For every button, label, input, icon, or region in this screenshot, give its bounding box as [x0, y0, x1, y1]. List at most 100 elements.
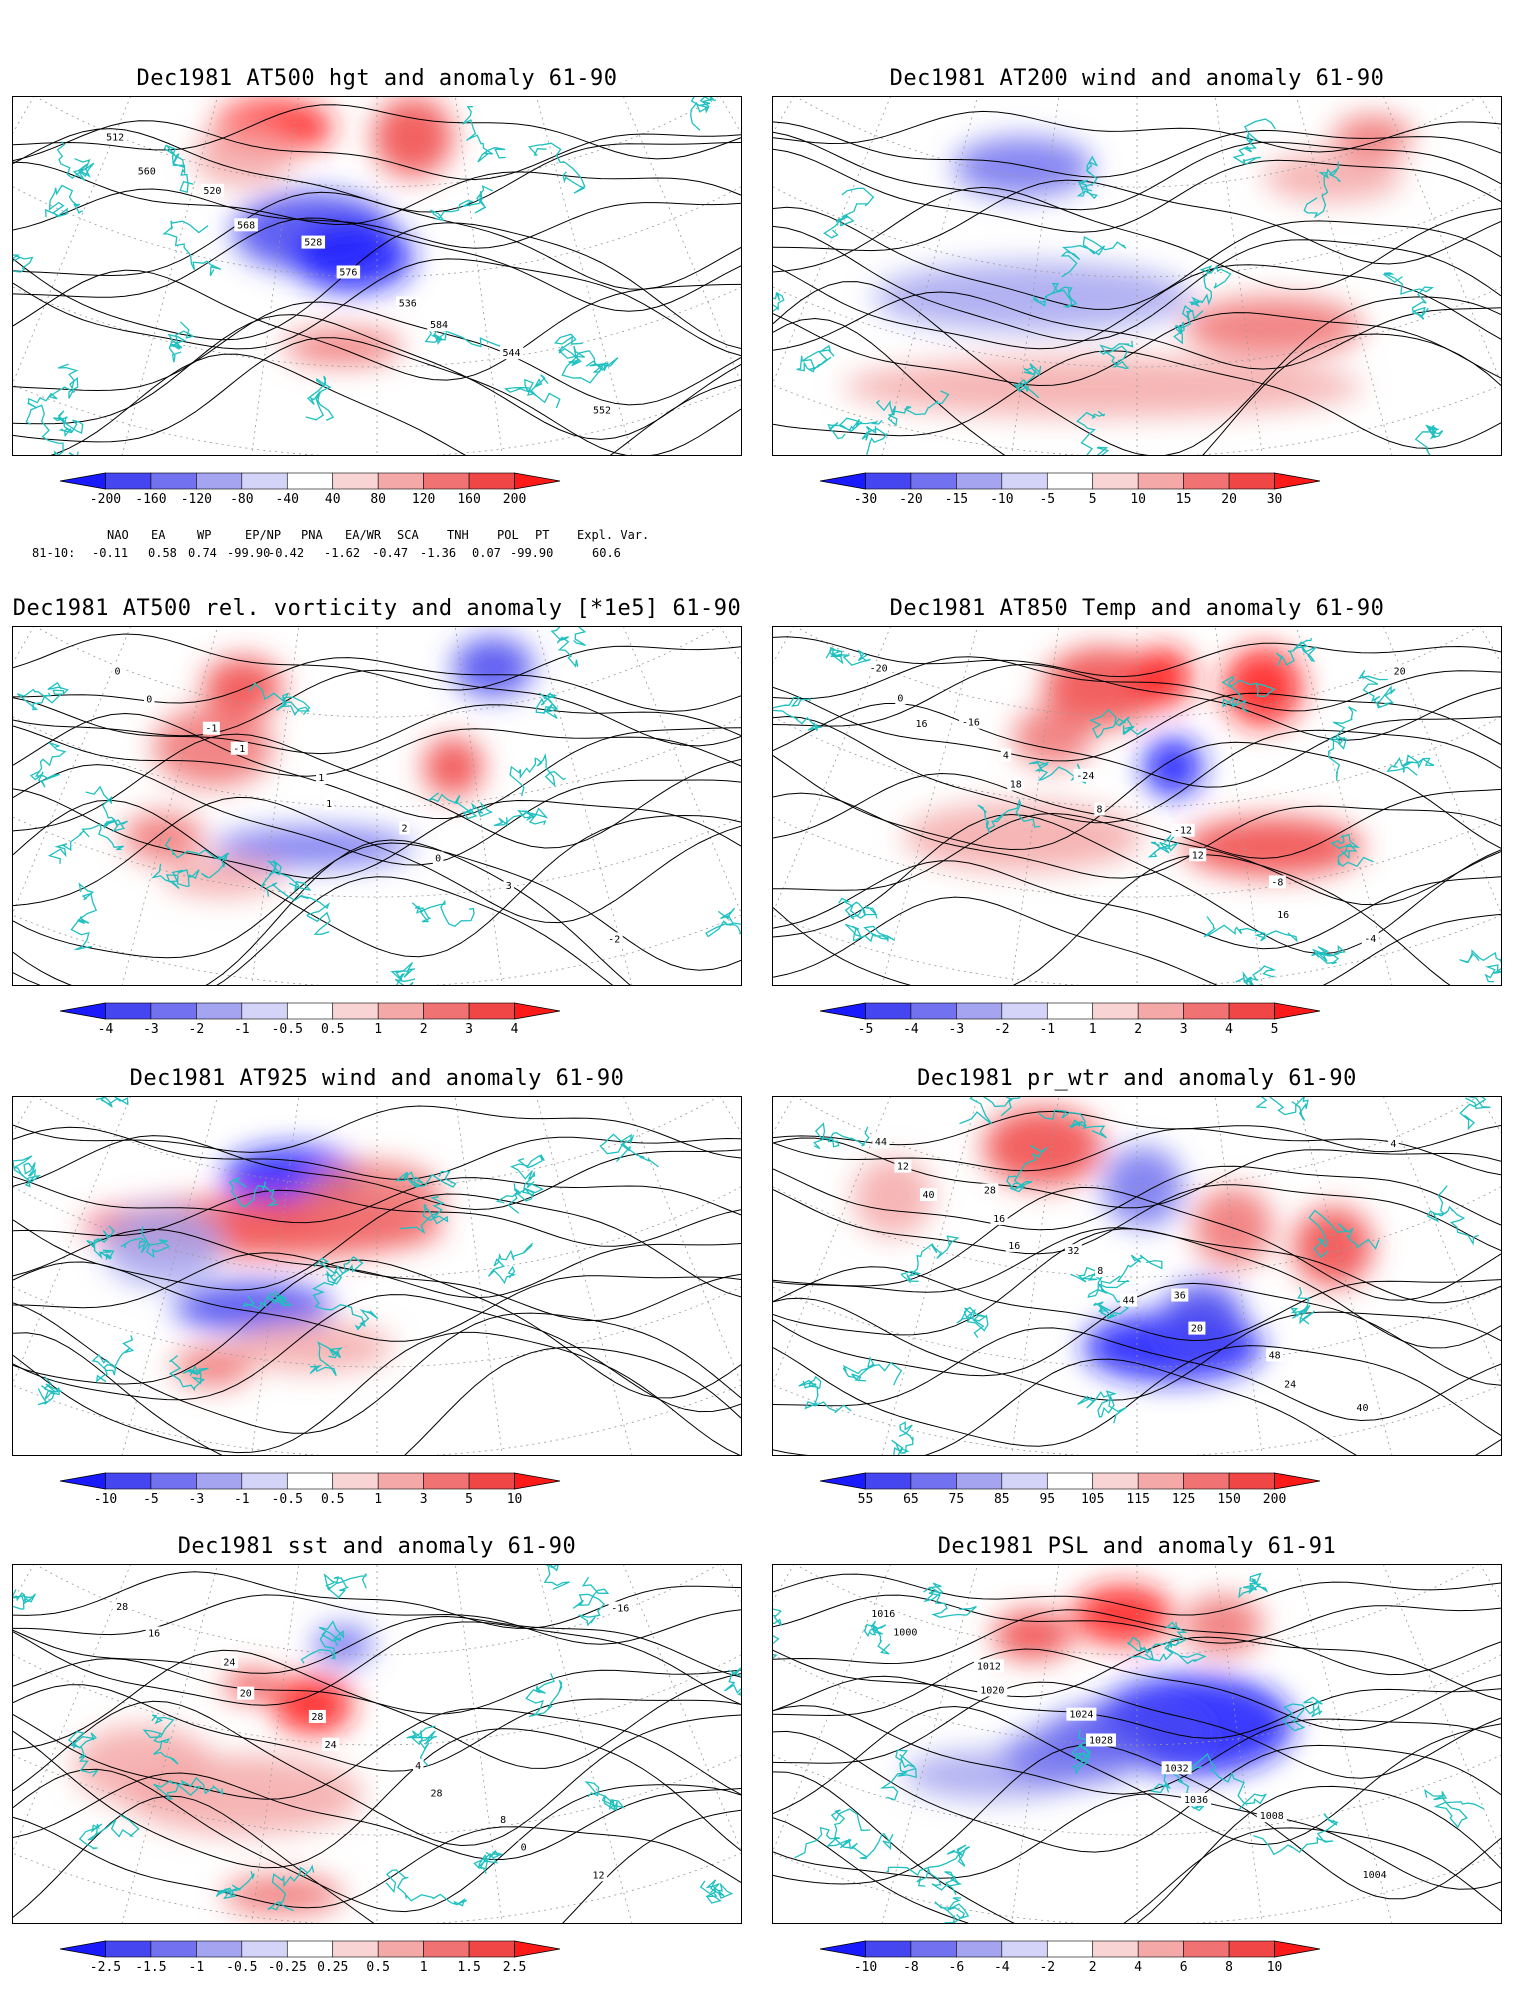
contour-label: 1032 [1165, 1763, 1189, 1774]
coastline [1221, 675, 1276, 714]
coastline [900, 1235, 960, 1284]
contour-label-bg [1007, 777, 1025, 791]
contour-label: 0 [114, 666, 120, 677]
coastline [153, 1776, 224, 1800]
contour-line [773, 896, 1501, 985]
contour-line [13, 1176, 741, 1224]
contour-line [773, 792, 1501, 879]
coastline [495, 1181, 544, 1204]
index-row-label: 81-10: [32, 546, 76, 560]
anomaly-blob [193, 127, 293, 187]
contour-label-bg [323, 796, 335, 810]
colorbar-swatch [150, 1940, 197, 1958]
coastlines [13, 1565, 741, 1912]
colorbar-swatch [241, 1002, 288, 1020]
contour-line [13, 104, 741, 160]
contour-lines [773, 636, 1501, 985]
contour-labels: 512 520 528 536 544 552 560 568 576 584 [103, 130, 614, 417]
contour-label-bg [103, 130, 127, 144]
contour-line [13, 697, 741, 755]
anomaly-blob [843, 357, 1363, 417]
colorbar-tick-label: 5 [465, 1492, 473, 1507]
index-value: -0.42 [268, 546, 305, 560]
coastline [1099, 340, 1134, 370]
coastline [886, 1844, 971, 1876]
colorbar-tick-label: 125 [1171, 1492, 1196, 1507]
contour-line [13, 1621, 741, 1706]
contour-label: 1 [318, 773, 324, 784]
coastline [838, 897, 878, 920]
coastline [313, 1256, 364, 1285]
colorbar-tick-label: 0.5 [320, 1492, 345, 1507]
contour-line [13, 733, 741, 849]
coastline [56, 141, 95, 182]
contour-line [773, 1137, 1501, 1209]
contour-label: 0 [521, 1842, 527, 1853]
colorbar-tick-label: -160 [135, 492, 167, 507]
coastline [266, 882, 331, 935]
coastline [1276, 638, 1317, 667]
contour-line [773, 813, 1501, 955]
contour-label: 552 [593, 405, 611, 416]
contour-label: 1 [326, 799, 332, 810]
contour-label-bg [1094, 802, 1105, 816]
contour-label-bg [112, 664, 123, 678]
contour-line [773, 812, 1501, 906]
colorbar-tick-label: -4 [903, 1022, 919, 1037]
contour-label-bg [1094, 1264, 1106, 1278]
index-header: EA/WR [345, 528, 382, 542]
colorbar-tick-label: 80 [370, 492, 386, 507]
contour-label: 1000 [893, 1628, 917, 1639]
contour-label-bg [220, 1655, 238, 1669]
panel-title: Dec1981 sst and anomaly 61-90 [177, 1534, 577, 1559]
colorbar: -4 -3 -2 -1 -0.5 0.5 1 2 3 4 [12, 1000, 742, 1040]
contour-line [50, 353, 741, 455]
coastline [509, 752, 566, 797]
contour-label-bg [590, 1868, 608, 1882]
contour-label: 536 [399, 299, 417, 310]
anomaly-blob [853, 1157, 933, 1237]
coastline [260, 859, 312, 893]
contour-line [773, 860, 1501, 950]
contour-label: 568 [237, 220, 255, 231]
colorbar-swatch [1046, 1472, 1094, 1490]
contour-label: 1012 [977, 1661, 1001, 1672]
meridian-line [13, 627, 131, 914]
contour-line [773, 715, 1501, 824]
contour-label: -1 [205, 724, 217, 735]
index-value: -99.90 [510, 546, 554, 560]
coastline [690, 97, 717, 131]
panel-title: Dec1981 AT850 Temp and anomaly 61-90 [889, 596, 1385, 621]
contour-label-bg [977, 1683, 1008, 1697]
coastline [1186, 1753, 1268, 1811]
coastline [1238, 1572, 1269, 1599]
colorbar-tick-label: -10 [990, 492, 1014, 507]
contour-line [13, 314, 741, 440]
anomaly-shading [73, 1625, 373, 1915]
colorbar: -5 -4 -3 -2 -1 1 2 3 4 5 [772, 1000, 1502, 1040]
coastline [1235, 965, 1277, 985]
coastline [773, 696, 822, 732]
colorbar-swatch [150, 1472, 197, 1490]
coastline [411, 899, 475, 927]
colorbar-tick-label: 2 [1088, 1960, 1097, 1975]
coastline [1358, 670, 1396, 709]
coastline [861, 425, 888, 455]
colorbar-tick-label: 55 [857, 1492, 874, 1507]
contour-label-bg [872, 1135, 890, 1149]
coastline [95, 1097, 129, 1109]
colorbar-swatch [468, 1002, 515, 1020]
coastline [462, 106, 506, 163]
contour-line [773, 772, 1501, 859]
colorbar-arrow-min [59, 1940, 106, 1958]
contour-line [773, 1228, 1501, 1349]
colorbar-swatch [332, 472, 379, 490]
coastline [151, 863, 200, 890]
coastlines [16, 627, 741, 985]
map-canvas [13, 1097, 741, 1455]
colorbar-tick-label: -10 [93, 1492, 118, 1507]
contour-label-bg [608, 1601, 633, 1615]
contour-label-bg [499, 346, 524, 360]
contour-label: -8 [1271, 877, 1283, 888]
coastline [1076, 155, 1099, 200]
